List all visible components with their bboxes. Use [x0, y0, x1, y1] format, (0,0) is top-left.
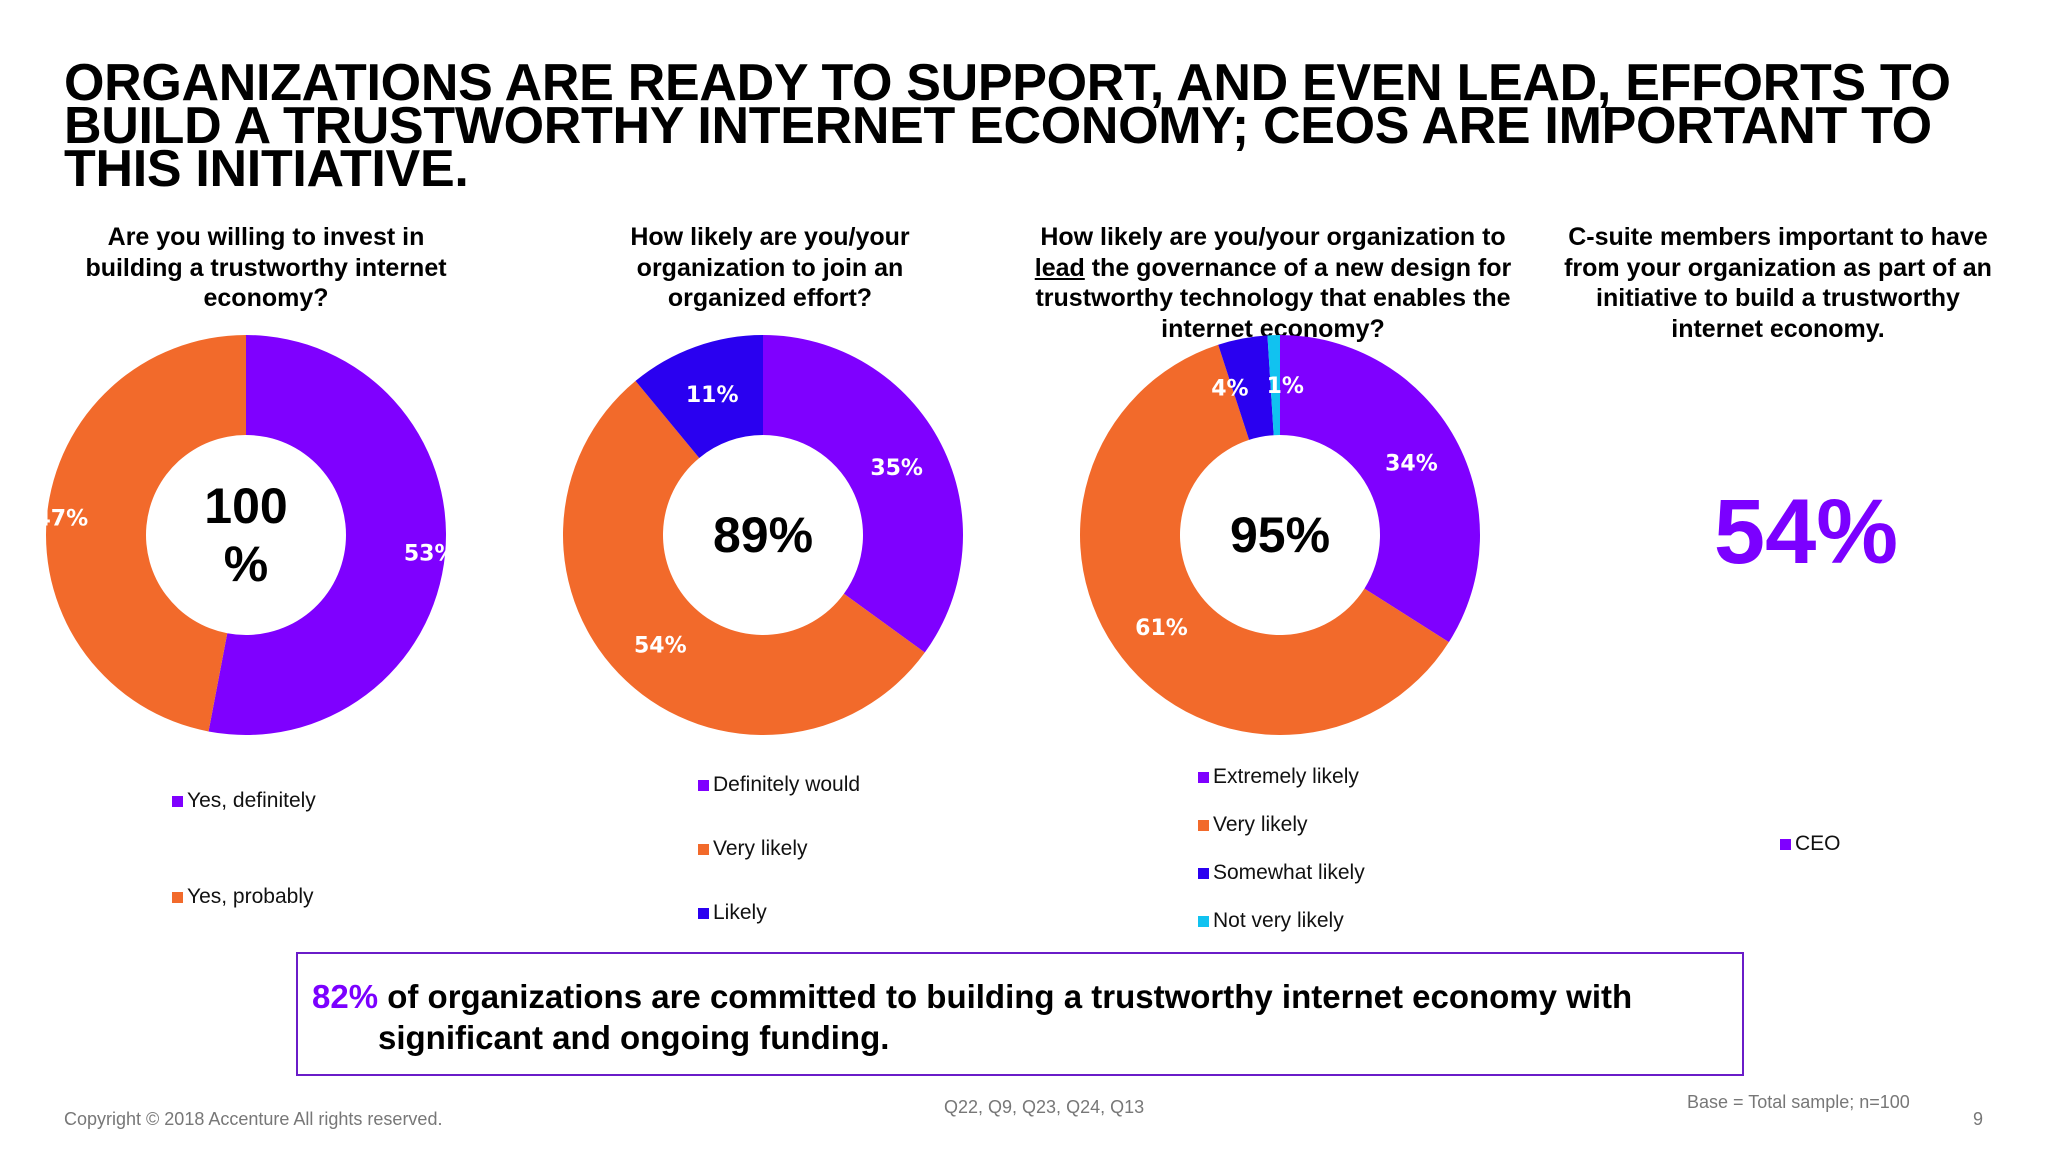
chart-1-question: Are you willing to invest in building a …: [85, 223, 447, 312]
callout-highlight: 82%: [312, 978, 379, 1015]
legend-label: Not very likely: [1213, 909, 1344, 932]
donut-chart-1-center-label: 100 %: [204, 478, 288, 592]
callout-line-2: significant and ongoing funding.: [378, 1019, 890, 1056]
callout-line-1: 82% of organizations are committed to bu…: [312, 976, 1632, 1017]
legend-item-somewhat-likely: Somewhat likely: [1198, 861, 1365, 885]
donut-chart-1-center: 100 %: [46, 335, 446, 735]
donut-segment-somewhat-likely: [1218, 335, 1274, 440]
legend-item-very-likely: Very likely: [698, 837, 808, 861]
legend-label: Somewhat likely: [1213, 861, 1365, 884]
footer-questions: Q22, Q9, Q23, Q24, Q13: [944, 1097, 1145, 1117]
chart-3-question: How likely are you/your organization to …: [1030, 222, 1516, 344]
legend-item-not-very-likely: Not very likely: [1198, 909, 1344, 933]
legend-swatch: [698, 907, 709, 919]
chart-4-question: C-suite members important to have from y…: [1564, 223, 1992, 343]
legend-item-likely: Likely: [698, 901, 767, 925]
donut-segment-very-likely: [1080, 344, 1449, 735]
donut-chart-1-svg: 53% 47%: [46, 335, 446, 735]
legend-label: Likely: [713, 901, 767, 924]
donut-segment-yes-definitely: [208, 335, 446, 735]
legend-item-yes-probably: Yes, probably: [172, 885, 313, 909]
donut-segment-likely: [635, 335, 763, 458]
donut-chart-3: 34% 61% 4% 1% 95%: [1080, 335, 1480, 735]
footer-base: Base = Total sample; n=100: [1687, 1092, 1910, 1112]
data-label-definitely-would: 35%: [870, 456, 923, 481]
legend-swatch: [698, 843, 709, 855]
donut-chart-3-center: 95%: [1229, 507, 1331, 563]
data-label-extremely-likely: 34%: [1385, 452, 1438, 477]
legend-item-very-likely: Very likely: [1198, 813, 1308, 837]
legend-swatch: [1780, 838, 1791, 850]
footer-page-number: 9: [1973, 1109, 1984, 1129]
ceo-stat-value: 54%: [1713, 481, 1899, 583]
donut-segment-definitely-would: [763, 335, 963, 653]
legend-label: Extremely likely: [1213, 765, 1359, 788]
donut-segment-yes-probably: [46, 335, 246, 732]
data-label-yes-probably: 47%: [46, 507, 88, 532]
donut-segment-not-very-likely: [1267, 335, 1280, 436]
legend-swatch: [172, 891, 183, 903]
legend-label: Definitely would: [713, 773, 861, 796]
legend-label: Yes, definitely: [187, 789, 316, 812]
title-line-3: THIS INITIATIVE.: [64, 140, 469, 198]
donut-chart-2: 35% 54% 11% 89%: [563, 335, 963, 735]
chart-3-question-lead: lead: [1034, 253, 1085, 282]
legend-label: CEO: [1795, 832, 1841, 855]
legend-swatch: [172, 795, 183, 807]
legend-item-yes-definitely: Yes, definitely: [172, 789, 316, 813]
donut-chart-2-center: 89%: [712, 507, 814, 563]
legend-item-definitely-would: Definitely would: [698, 773, 860, 797]
legend-swatch: [1198, 867, 1209, 879]
callout-line-1-text: of organizations are committed to buildi…: [378, 978, 1633, 1015]
legend-swatch: [1198, 915, 1209, 927]
legend-swatch: [1198, 771, 1209, 783]
data-label-somewhat-likely: 4%: [1211, 377, 1248, 402]
legend-swatch: [698, 779, 709, 791]
legend-label: Yes, probably: [187, 885, 314, 908]
callout-box: 82% of organizations are committed to bu…: [296, 952, 1744, 1076]
donut-chart-2-svg: 35% 54% 11%: [563, 335, 963, 735]
donut-chart-1: 53% 47% 100 %: [46, 335, 446, 735]
donut-segment-extremely-likely: [1280, 335, 1480, 643]
data-label-very-likely: 61%: [1135, 616, 1188, 641]
legend-label: Very likely: [713, 837, 808, 860]
footer-copyright: Copyright © 2018 Accenture All rights re…: [64, 1109, 443, 1129]
data-label-very-likely: 54%: [634, 633, 687, 658]
legend-item-extremely-likely: Extremely likely: [1198, 765, 1359, 789]
page-title: ORGANIZATIONS ARE READY TO SUPPORT, AND …: [64, 54, 1994, 198]
chart-2-question: How likely are you/your organization to …: [630, 223, 910, 312]
title-line-1: ORGANIZATIONS ARE READY TO SUPPORT, AND …: [64, 54, 1951, 112]
data-label-likely: 11%: [686, 383, 739, 408]
data-label-not-very-likely: 1%: [1267, 374, 1304, 399]
legend-label: Very likely: [1213, 813, 1308, 836]
legend-swatch: [1198, 819, 1209, 831]
chart-3-question-part-1: How likely are you/your organization to: [1040, 223, 1506, 251]
chart-3-question-part-3: the governance of a new design for trust…: [1035, 253, 1512, 343]
title-line-2: BUILD A TRUSTWORTHY INTERNET ECONOMY; CE…: [64, 97, 1932, 155]
legend-item-ceo: CEO: [1780, 832, 1841, 856]
data-label-yes-definitely: 53%: [404, 541, 446, 566]
donut-segment-very-likely: [563, 380, 925, 735]
donut-chart-3-svg: 34% 61% 4% 1%: [1080, 335, 1480, 735]
